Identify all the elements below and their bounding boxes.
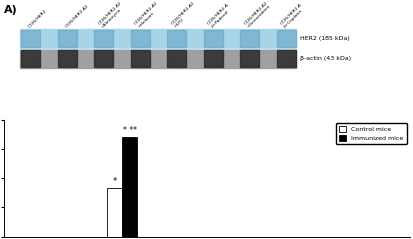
Bar [57, 30, 76, 47]
Text: CT26/HER2: CT26/HER2 [28, 9, 47, 29]
Bar [276, 30, 295, 47]
Text: A): A) [4, 5, 18, 15]
Bar [94, 30, 113, 47]
Bar [20, 50, 296, 68]
Text: CT26/HER2-A2
+Bleomycin: CT26/HER2-A2 +Bleomycin [97, 0, 126, 29]
Text: β-actin (43 kDa): β-actin (43 kDa) [299, 56, 351, 61]
Bar [167, 30, 185, 47]
Bar [122, 137, 137, 237]
Bar [203, 30, 222, 47]
Bar [203, 50, 222, 67]
Bar [21, 50, 40, 67]
Bar [130, 50, 149, 67]
Bar [21, 30, 40, 47]
Text: CT26/HER2-A2
+5FU: CT26/HER2-A2 +5FU [170, 0, 199, 29]
Text: CT26/HER2-A
2+Padexol: CT26/HER2-A 2+Padexol [206, 2, 233, 29]
Bar [57, 50, 76, 67]
Bar [20, 29, 296, 68]
Text: HER2 (185 kDa): HER2 (185 kDa) [299, 36, 349, 41]
Text: CT26/HER2-A2
+Gemcitabine: CT26/HER2-A2 +Gemcitabine [243, 0, 271, 29]
Text: CT26/HER2-A2
+Holoxan: CT26/HER2-A2 +Holoxan [134, 0, 162, 29]
Text: CT26/HER2-A2: CT26/HER2-A2 [64, 4, 89, 29]
Bar [276, 50, 295, 67]
Bar [20, 29, 296, 47]
Text: *: * [112, 177, 116, 186]
Bar [167, 50, 185, 67]
Text: CT26/HER2-A
2+Cisplatin: CT26/HER2-A 2+Cisplatin [279, 2, 306, 29]
Text: * **: * ** [122, 126, 136, 135]
Bar [240, 30, 259, 47]
Legend: Control mice, Immunized mice: Control mice, Immunized mice [335, 123, 406, 144]
Bar [107, 188, 122, 237]
Bar [240, 50, 259, 67]
Bar [94, 50, 113, 67]
Bar [130, 30, 149, 47]
